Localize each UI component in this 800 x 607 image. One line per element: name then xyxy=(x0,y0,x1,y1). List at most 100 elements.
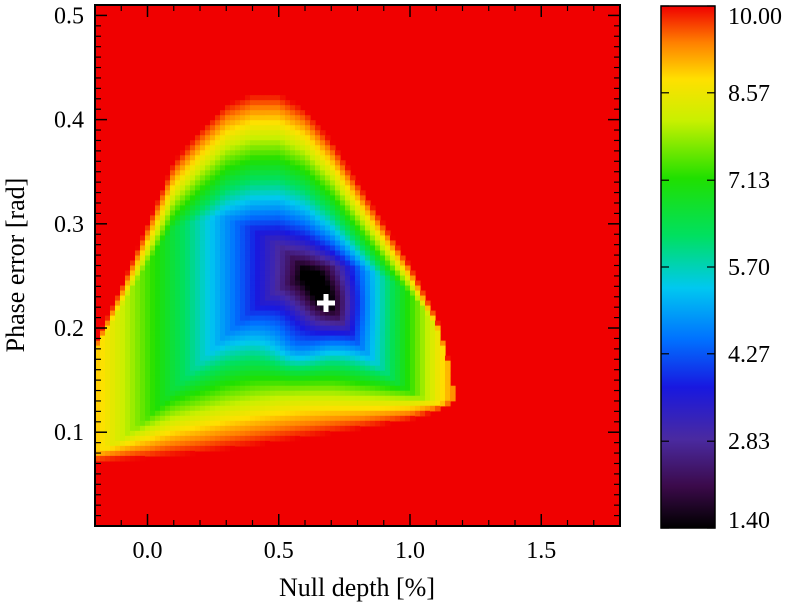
heatmap-cell xyxy=(115,305,121,312)
heatmap-cell xyxy=(415,365,421,372)
heatmap-cell xyxy=(385,415,391,422)
heatmap-cell xyxy=(295,410,301,417)
heatmap-cell xyxy=(255,440,261,447)
heatmap-cell xyxy=(270,220,276,227)
heatmap-cell xyxy=(220,240,226,247)
x-tick-label: 1.5 xyxy=(526,538,556,564)
colorbar: 10.008.577.135.704.272.831.40 xyxy=(660,4,782,534)
heatmap-cell xyxy=(180,395,186,402)
heatmap-cell xyxy=(105,315,111,322)
heatmap-cell xyxy=(265,250,271,257)
heatmap-cell xyxy=(425,370,431,377)
heatmap-cell xyxy=(285,390,291,397)
heatmap-cell xyxy=(165,280,171,287)
heatmap-cell xyxy=(255,260,261,267)
heatmap-cell xyxy=(245,305,251,312)
heatmap-cell xyxy=(110,415,116,422)
heatmap-cell xyxy=(95,375,101,382)
heatmap-cell xyxy=(160,195,166,201)
heatmap-cell xyxy=(265,425,271,432)
heatmap-cell xyxy=(380,370,386,377)
heatmap-cell xyxy=(305,140,311,146)
heatmap-cell xyxy=(310,410,316,417)
heatmap-cell xyxy=(315,200,321,206)
heatmap-cell xyxy=(175,185,181,191)
heatmap-cell xyxy=(310,185,316,191)
heatmap-cell xyxy=(440,350,446,357)
heatmap-cell xyxy=(275,340,281,347)
heatmap-cell xyxy=(310,385,316,392)
heatmap-cell xyxy=(350,195,356,201)
heatmap-cell xyxy=(355,265,361,272)
heatmap-cell xyxy=(160,215,166,222)
heatmap-cell xyxy=(310,295,316,302)
heatmap-cell xyxy=(390,245,396,252)
heatmap-cell xyxy=(340,375,346,382)
heatmap-cell xyxy=(350,315,356,322)
colorbar-tick-label: 2.83 xyxy=(728,429,770,455)
heatmap-cell xyxy=(270,420,276,427)
heatmap-cell xyxy=(285,260,291,267)
heatmap-cell xyxy=(255,120,261,126)
heatmap-cell xyxy=(330,320,336,327)
heatmap-cell xyxy=(325,165,331,171)
heatmap-cell xyxy=(350,215,356,222)
heatmap-cell xyxy=(380,285,386,292)
heatmap-cell xyxy=(280,435,286,442)
heatmap-cell xyxy=(320,265,326,272)
heatmap-cell xyxy=(220,395,226,402)
heatmap-cell xyxy=(335,345,341,352)
heatmap-cell xyxy=(220,245,226,252)
heatmap-cell xyxy=(200,370,206,377)
heatmap-cell xyxy=(390,255,396,262)
heatmap-cell xyxy=(95,395,101,402)
heatmap-cell xyxy=(215,265,221,272)
heatmap-cell xyxy=(380,330,386,337)
heatmap-cell xyxy=(290,425,296,432)
heatmap-cell xyxy=(240,390,246,397)
heatmap-cell xyxy=(120,360,126,367)
heatmap-cell xyxy=(185,445,191,452)
heatmap-cell xyxy=(215,390,221,397)
heatmap-cell xyxy=(240,185,246,191)
heatmap-cell xyxy=(180,355,186,362)
heatmap-cell xyxy=(295,155,301,161)
heatmap-cell xyxy=(135,265,141,272)
heatmap-cell xyxy=(275,390,281,397)
heatmap-cell xyxy=(190,450,196,457)
heatmap-cell xyxy=(325,190,331,196)
heatmap-cell xyxy=(225,340,231,347)
heatmap-cell xyxy=(190,410,196,417)
heatmap-cell xyxy=(295,145,301,151)
heatmap-cell xyxy=(190,170,196,176)
heatmap-cell xyxy=(305,305,311,312)
heatmap-cell xyxy=(305,180,311,186)
heatmap-cell xyxy=(305,350,311,357)
heatmap-cell xyxy=(330,255,336,262)
heatmap-cell xyxy=(350,395,356,402)
heatmap-cell xyxy=(310,250,316,257)
heatmap-cell xyxy=(205,425,211,432)
heatmap-cell xyxy=(375,375,381,382)
heatmap-cell xyxy=(320,255,326,262)
heatmap-cell xyxy=(270,230,276,237)
heatmap-cell xyxy=(200,410,206,417)
heatmap-cell xyxy=(215,325,221,332)
heatmap-cell xyxy=(290,325,296,332)
heatmap-cell xyxy=(280,295,286,302)
heatmap-cell xyxy=(200,425,206,432)
heatmap-cell xyxy=(145,390,151,397)
heatmap-cell xyxy=(190,400,196,407)
heatmap-cell xyxy=(345,215,351,222)
heatmap-cell xyxy=(100,370,106,377)
heatmap-cell xyxy=(225,260,231,267)
heatmap-cell xyxy=(155,285,161,292)
heatmap-cell xyxy=(290,205,296,211)
heatmap-cell xyxy=(255,435,261,442)
heatmap-cell xyxy=(295,375,301,382)
heatmap-cell xyxy=(125,440,131,447)
heatmap-cell xyxy=(275,195,281,201)
heatmap-cell xyxy=(150,445,156,452)
heatmap-cell xyxy=(330,295,336,302)
heatmap-cell xyxy=(360,415,366,422)
